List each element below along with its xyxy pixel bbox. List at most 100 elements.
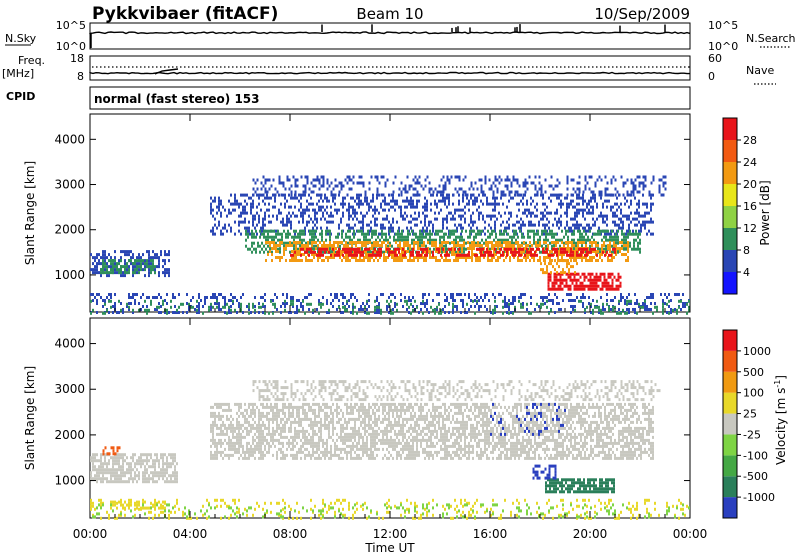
scatter-cell bbox=[104, 453, 106, 457]
scatter-cell bbox=[256, 178, 259, 182]
scatter-cell bbox=[326, 302, 328, 305]
scatter-cell bbox=[210, 211, 212, 215]
scatter-cell bbox=[440, 208, 442, 212]
scatter-cell bbox=[650, 205, 652, 209]
scatter-cell bbox=[624, 311, 626, 315]
scatter-cell bbox=[535, 241, 537, 244]
scatter-cell bbox=[449, 232, 451, 236]
scatter-cell bbox=[366, 223, 368, 227]
scatter-cell bbox=[312, 226, 314, 230]
scatter-cell bbox=[306, 205, 308, 209]
scatter-cell bbox=[154, 474, 156, 478]
scatter-cell bbox=[326, 220, 328, 224]
scatter-cell bbox=[614, 187, 617, 191]
scatter-cell bbox=[298, 299, 300, 302]
scatter-cell bbox=[369, 250, 371, 254]
scatter-cell bbox=[426, 199, 428, 203]
scatter-cell bbox=[580, 196, 582, 200]
scatter-cell bbox=[579, 229, 581, 233]
scatter-cell bbox=[377, 244, 379, 247]
scatter-cell bbox=[182, 311, 184, 314]
scatter-cell bbox=[485, 244, 487, 247]
scatter-cell bbox=[419, 238, 421, 242]
scatter-cell bbox=[294, 232, 296, 236]
scatter-cell bbox=[526, 247, 528, 251]
scatter-cell bbox=[441, 244, 443, 247]
scatter-cell bbox=[106, 256, 108, 260]
scatter-cell bbox=[334, 193, 337, 197]
scatter-cell bbox=[320, 253, 322, 257]
scatter-cell bbox=[304, 184, 307, 188]
scatter-cell bbox=[392, 308, 394, 311]
scatter-cell bbox=[92, 293, 94, 296]
scatter-cell bbox=[293, 256, 295, 259]
scatter-cell bbox=[464, 220, 466, 224]
scatter-cell bbox=[470, 193, 472, 197]
scatter-cell bbox=[539, 238, 541, 242]
scatter-cell bbox=[394, 175, 397, 179]
scatter-cell bbox=[521, 241, 523, 245]
scatter-cell bbox=[220, 405, 222, 409]
scatter-cell bbox=[253, 232, 255, 236]
scatter-cell bbox=[435, 256, 437, 259]
scatter-cell bbox=[216, 226, 218, 230]
scatter-cell bbox=[463, 247, 465, 251]
scatter-cell bbox=[604, 220, 606, 224]
scatter-cell bbox=[395, 256, 397, 259]
scatter-cell bbox=[136, 268, 138, 272]
scatter-cell bbox=[218, 196, 220, 200]
scatter-cell bbox=[398, 226, 400, 230]
scatter-cell bbox=[313, 256, 315, 259]
scatter-cell bbox=[585, 238, 587, 242]
scatter-cell bbox=[510, 214, 512, 218]
scatter-cell bbox=[599, 250, 601, 254]
scatter-cell bbox=[104, 477, 106, 481]
scatter-cell bbox=[407, 238, 409, 242]
scatter-cell bbox=[560, 223, 562, 227]
scatter-cell bbox=[108, 459, 110, 463]
scatter-cell bbox=[399, 238, 401, 242]
scatter-cell bbox=[543, 238, 545, 242]
scatter-cell bbox=[584, 175, 587, 179]
scatter-cell bbox=[379, 244, 381, 247]
scatter-cell bbox=[584, 184, 587, 188]
scatter-cell bbox=[558, 302, 560, 305]
scatter-cell bbox=[114, 471, 116, 475]
scatter-cell bbox=[118, 453, 120, 457]
scatter-cell bbox=[588, 296, 590, 299]
scatter-cell bbox=[488, 253, 490, 257]
scatter-cell bbox=[158, 302, 160, 305]
scatter-cell bbox=[305, 256, 307, 259]
scatter-cell bbox=[627, 256, 629, 259]
scatter-cell bbox=[271, 238, 273, 242]
scatter-cell bbox=[397, 238, 399, 242]
scatter-cell bbox=[354, 223, 356, 227]
scatter-cell bbox=[416, 193, 419, 197]
scatter-cell bbox=[424, 247, 426, 251]
scatter-cell bbox=[294, 193, 297, 197]
scatter-cell bbox=[222, 402, 224, 406]
scatter-cell bbox=[509, 244, 511, 247]
scatter-cell bbox=[322, 181, 325, 185]
scatter-cell bbox=[466, 311, 468, 314]
scatter-cell bbox=[601, 259, 603, 262]
scatter-cell bbox=[420, 184, 423, 188]
scatter-cell bbox=[261, 247, 263, 251]
scatter-cell bbox=[210, 296, 212, 299]
scatter-cell bbox=[94, 468, 96, 472]
scatter-cell bbox=[490, 226, 492, 230]
scatter-cell bbox=[313, 241, 315, 244]
scatter-cell bbox=[457, 244, 459, 247]
scatter-cell bbox=[628, 302, 630, 305]
scatter-cell bbox=[570, 247, 572, 251]
scatter-cell bbox=[499, 232, 501, 236]
scatter-cell bbox=[497, 259, 499, 262]
scatter-cell bbox=[353, 229, 355, 233]
scatter-cell bbox=[230, 423, 232, 427]
scatter-cell bbox=[619, 250, 621, 253]
scatter-cell bbox=[613, 256, 615, 259]
scatter-cell bbox=[573, 259, 575, 262]
scatter-cell bbox=[625, 259, 627, 262]
scatter-cell bbox=[130, 262, 132, 266]
scatter-cell bbox=[662, 308, 664, 312]
